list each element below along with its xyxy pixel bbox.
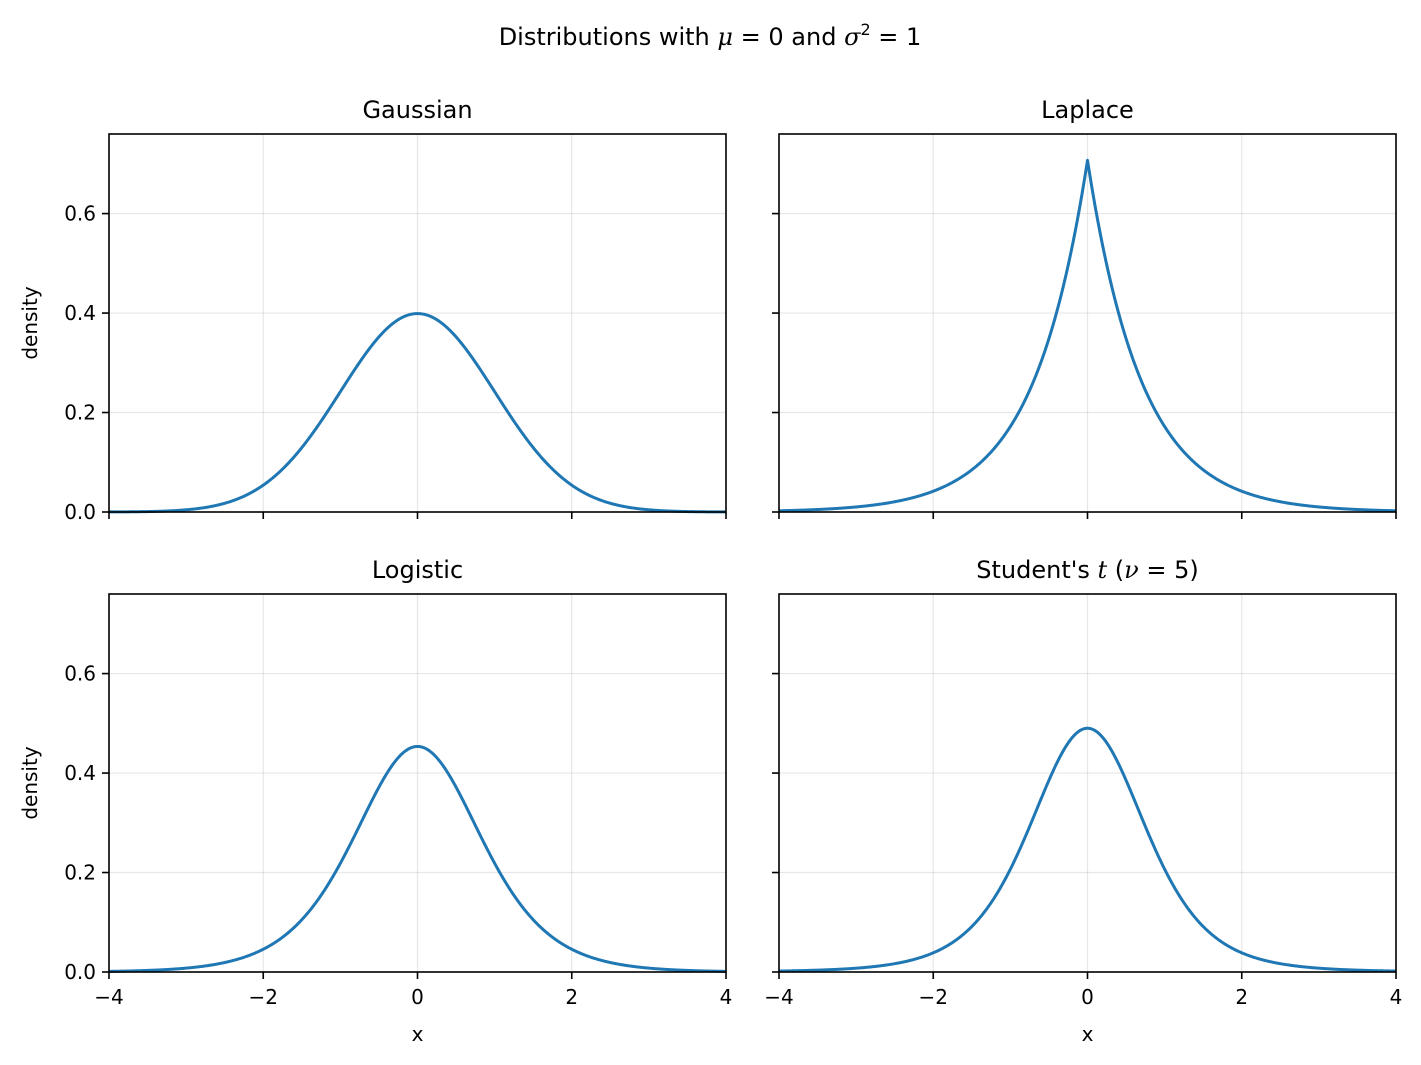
x-tick-label: −4	[764, 985, 793, 1009]
subplot-title: Student's t (ν = 5)	[976, 556, 1198, 584]
density-line	[778, 158, 1397, 513]
y-tick-label: 0.2	[64, 861, 96, 885]
y-tick-label: 0.0	[64, 960, 96, 984]
subplot-logistic: −4 −2 0 2 4 0.0 0.2 0.4 0.6 x density Logistic	[18, 556, 732, 1046]
subplot-student-t: −4 −2 0 2 4 x Student's t (ν = 5)	[764, 556, 1402, 1046]
x-tick-label: −2	[249, 985, 278, 1009]
y-axis-label: density	[18, 746, 42, 819]
y-tick-label: 0.0	[64, 500, 96, 524]
figure-suptitle: Distributions with μ = 0 and σ2 = 1	[499, 20, 922, 51]
x-tick-label: 4	[720, 985, 733, 1009]
density-line	[108, 744, 727, 973]
x-tick-label: 4	[1390, 985, 1403, 1009]
subplot-title: Logistic	[372, 556, 463, 584]
density-line	[778, 726, 1397, 973]
y-tick-label: 0.6	[64, 662, 96, 686]
x-tick-label: 0	[411, 985, 424, 1009]
subplot-title: Gaussian	[362, 96, 472, 124]
x-tick-label: −4	[94, 985, 123, 1009]
y-tick-label: 0.4	[64, 301, 96, 325]
x-tick-label: 2	[565, 985, 578, 1009]
x-axis-label: x	[412, 1022, 424, 1046]
subplot-laplace: Laplace	[772, 96, 1397, 519]
subplot-gaussian: 0.0 0.2 0.4 0.6 density Gaussian	[18, 96, 727, 524]
subplot-title: Laplace	[1041, 96, 1134, 124]
x-tick-label: 0	[1081, 985, 1094, 1009]
x-tick-label: 2	[1235, 985, 1248, 1009]
y-tick-label: 0.2	[64, 401, 96, 425]
y-axis-label: density	[18, 286, 42, 359]
x-tick-label: −2	[919, 985, 948, 1009]
density-line	[108, 312, 727, 514]
x-axis-label: x	[1082, 1022, 1094, 1046]
y-tick-label: 0.4	[64, 761, 96, 785]
y-tick-label: 0.6	[64, 202, 96, 226]
